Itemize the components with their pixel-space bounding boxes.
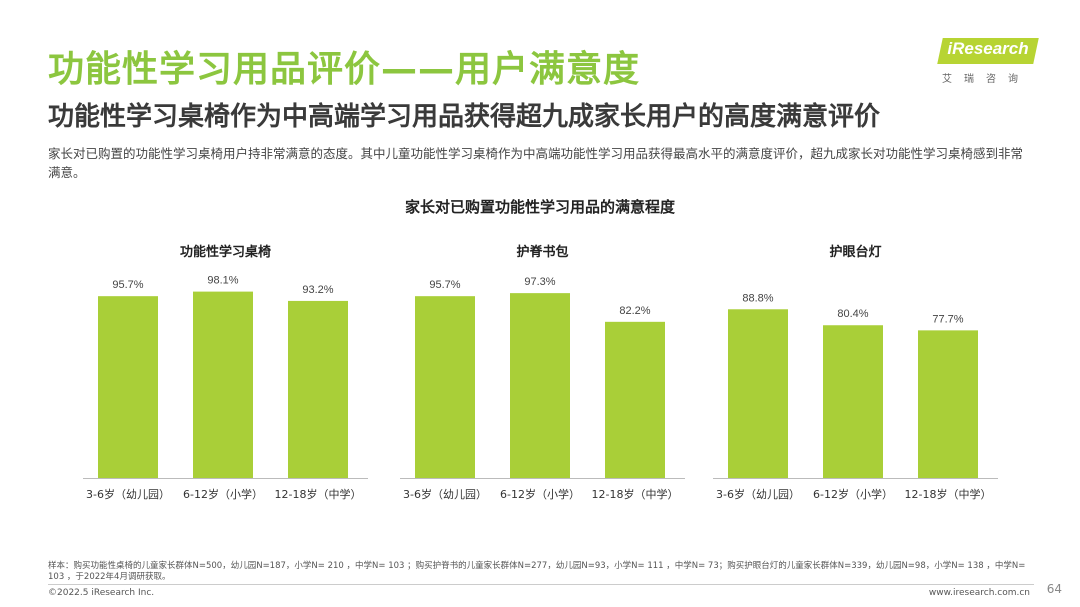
data-label: 93.2% <box>302 284 333 296</box>
data-label: 97.3% <box>524 276 555 288</box>
bar <box>823 325 883 478</box>
chart-title: 家长对已购置功能性学习用品的满意程度 <box>404 198 675 216</box>
bar <box>605 321 665 478</box>
data-label: 82.2% <box>619 305 650 317</box>
panel-title: 护眼台灯 <box>829 244 881 260</box>
data-label: 77.7% <box>932 313 963 325</box>
logo-subtext: 艾瑞咨询 <box>942 74 1030 85</box>
data-label: 88.8% <box>742 292 773 304</box>
category-label: 6-12岁（小学） <box>813 487 893 501</box>
bar <box>510 293 570 478</box>
bar <box>728 309 788 478</box>
data-label: 80.4% <box>837 308 868 320</box>
panel-title: 功能性学习桌椅 <box>180 244 271 260</box>
data-label: 95.7% <box>429 279 460 291</box>
page-number: 64 <box>1046 582 1062 596</box>
category-label: 6-12岁（小学） <box>183 487 263 501</box>
bar <box>288 300 348 478</box>
bar <box>415 296 475 478</box>
data-label: 95.7% <box>112 279 143 291</box>
bar <box>918 330 978 478</box>
bar <box>98 296 158 478</box>
logo-text: iResearch <box>947 39 1029 58</box>
panel-title: 护脊书包 <box>516 244 568 260</box>
category-label: 6-12岁（小学） <box>500 487 580 501</box>
iresearch-logo: iResearch 艾瑞咨询 <box>936 36 1046 86</box>
category-label: 12-18岁（中学） <box>275 487 362 501</box>
category-label: 3-6岁（幼儿园） <box>403 487 487 501</box>
footer-divider <box>48 584 1034 585</box>
sample-footnote: 样本：购买功能性桌椅的儿童家长群体N=500，幼儿园N=187，小学N= 210… <box>48 561 1026 582</box>
bar <box>193 291 253 478</box>
category-label: 12-18岁（中学） <box>592 487 679 501</box>
page-subtitle: 功能性学习桌椅作为中高端学习用品获得超九成家长用户的高度满意评价 <box>48 102 881 132</box>
copyright: ©2022.5 iResearch Inc. <box>48 588 155 598</box>
page-title: 功能性学习用品评价——用户满意度 <box>48 49 641 90</box>
page-description: 家长对已购置的功能性学习桌椅用户持非常满意的态度。其中儿童功能性学习桌椅作为中高… <box>48 146 1024 180</box>
data-label: 98.1% <box>207 275 238 287</box>
website-link[interactable]: www.iresearch.com.cn <box>928 588 1030 598</box>
category-label: 3-6岁（幼儿园） <box>716 487 800 501</box>
category-label: 3-6岁（幼儿园） <box>86 487 170 501</box>
satisfaction-bar-chart: 功能性学习桌椅 95.7% 3-6岁（幼儿园） 98.1% 6-12岁（小学） 93.2%… <box>83 244 998 501</box>
category-label: 12-18岁（中学） <box>905 487 992 501</box>
